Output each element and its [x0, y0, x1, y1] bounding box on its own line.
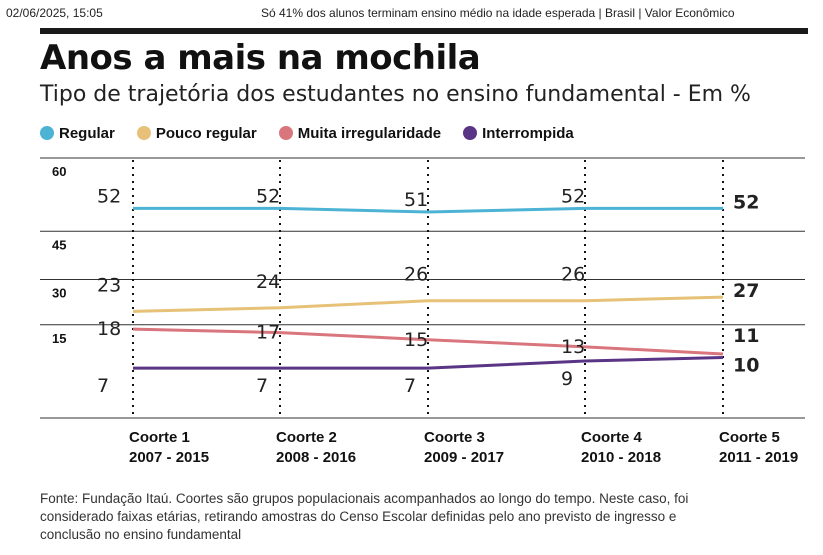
x-category-label: Coorte 1: [129, 429, 190, 446]
legend-item: Muita irregularidade: [278, 124, 442, 142]
chart-subtitle: Tipo de trajetória dos estudantes no ens…: [40, 82, 751, 107]
data-label: 18: [97, 318, 121, 340]
legend-label: Pouco regular: [155, 124, 257, 142]
data-label: 52: [561, 185, 585, 207]
legend-swatch: [136, 126, 151, 140]
data-label: 7: [404, 375, 416, 397]
legend-swatch: [278, 126, 293, 140]
print-page-title: Só 41% dos alunos terminam ensino médio …: [261, 6, 735, 20]
series-line: [132, 327, 724, 356]
data-label: 10: [733, 355, 759, 377]
data-label: 23: [97, 274, 121, 296]
series-line: [132, 295, 724, 313]
chart-title: Anos a mais na mochila: [40, 38, 481, 78]
data-label: 27: [733, 280, 759, 302]
series-line: [133, 206, 723, 214]
data-label: 24: [256, 271, 280, 293]
title-rule: [40, 28, 808, 34]
chart-source-note: Fonte: Fundação Itaú. Coortes são grupos…: [40, 491, 689, 542]
y-tick-label: 30: [52, 286, 66, 301]
data-label: 13: [561, 336, 585, 358]
series-line: [133, 356, 724, 370]
legend-item: Regular: [40, 125, 115, 142]
x-category-label: Coorte 5: [719, 429, 780, 446]
chart-legend: Regular Pouco regular Muita irregularidade…: [40, 123, 596, 143]
legend-label: Muita irregularidade: [297, 124, 442, 142]
legend-item: Pouco regular: [136, 124, 257, 142]
browser-print-header: 02/06/2025, 15:05 Só 41% dos alunos term…: [6, 6, 817, 22]
x-category-period: 2009 - 2017: [424, 449, 504, 466]
data-label: 52: [733, 191, 759, 213]
y-tick-label: 45: [52, 237, 66, 252]
legend-label: Regular: [59, 124, 115, 142]
data-label: 17: [256, 322, 280, 344]
data-label: 15: [404, 329, 428, 351]
print-datetime: 02/06/2025, 15:05: [6, 6, 103, 20]
x-category-period: 2008 - 2016: [276, 449, 356, 466]
x-category-period: 2011 - 2019: [719, 449, 798, 466]
data-label: 7: [97, 375, 109, 397]
x-category-label: Coorte 3: [424, 429, 485, 446]
x-category-label: Coorte 4: [581, 429, 643, 446]
data-label: 51: [404, 189, 428, 211]
data-label: 26: [561, 264, 585, 286]
data-label: 9: [561, 368, 573, 390]
legend-swatch: [463, 126, 478, 140]
x-category-period: 2007 - 2015: [129, 449, 209, 466]
legend-swatch: [40, 126, 54, 140]
legend-label: Interrompida: [482, 124, 574, 142]
y-tick-label: 15: [52, 331, 66, 346]
y-tick-label: 60: [52, 164, 66, 179]
data-label: 26: [404, 264, 428, 286]
x-category-period: 2010 - 2018: [581, 449, 661, 466]
data-label: 7: [256, 375, 268, 397]
legend-item: Interrompida: [463, 125, 574, 142]
x-category-label: Coorte 2: [276, 429, 337, 446]
data-label: 11: [733, 325, 759, 347]
data-label: 52: [256, 185, 280, 207]
data-label: 52: [97, 185, 121, 207]
